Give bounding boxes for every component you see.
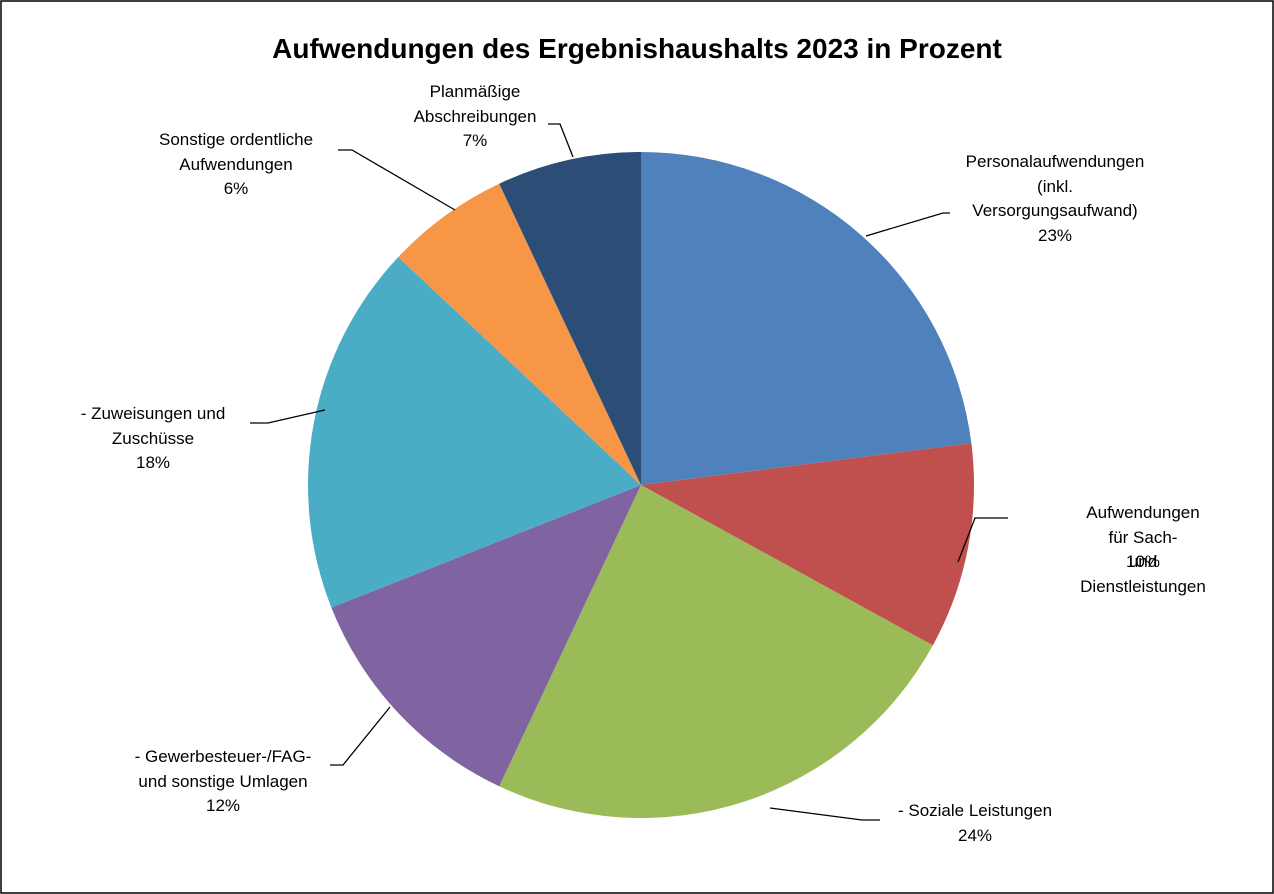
- slice-label: - Gewerbesteuer-/FAG- und sonstige Umlag…: [134, 747, 312, 791]
- pie-slice: [331, 485, 641, 787]
- pie-slice: [308, 257, 641, 608]
- value-label: 6%: [223, 179, 249, 198]
- slice-label: - Zuweisungen und Zuschüsse: [80, 404, 226, 448]
- value-label: 10%: [1125, 552, 1161, 571]
- leader-line: [338, 149, 456, 211]
- slice-label: - Soziale Leistungen: [897, 801, 1053, 820]
- value-label: 18%: [135, 453, 171, 472]
- slice-label: Aufwendungen für Sach- und Dienstleistun…: [1080, 503, 1206, 596]
- chart-title: Aufwendungen des Ergebnishaushalts 2023 …: [272, 33, 1002, 64]
- pie-slice: [641, 443, 975, 646]
- leader-line: [769, 807, 880, 821]
- pie-slice: [499, 485, 933, 819]
- leader-line: [330, 706, 391, 766]
- slice-label: Personalaufwendungen (inkl. Versorgungsa…: [965, 152, 1145, 220]
- pie-slice: [499, 152, 641, 485]
- value-label: 23%: [1037, 225, 1073, 245]
- leader-line: [865, 212, 950, 237]
- leader-line: [957, 517, 1008, 563]
- slice-label: Planmäßige Abschreibungen: [413, 82, 537, 126]
- value-label: 24%: [957, 825, 993, 845]
- value-label: 12%: [205, 796, 241, 815]
- slice-label: Sonstige ordentliche Aufwendungen: [158, 130, 314, 174]
- leader-line: [250, 409, 326, 424]
- pie-slice: [641, 152, 972, 485]
- value-label: 7%: [462, 131, 488, 150]
- pie-slice: [398, 183, 641, 485]
- leader-line: [548, 123, 574, 158]
